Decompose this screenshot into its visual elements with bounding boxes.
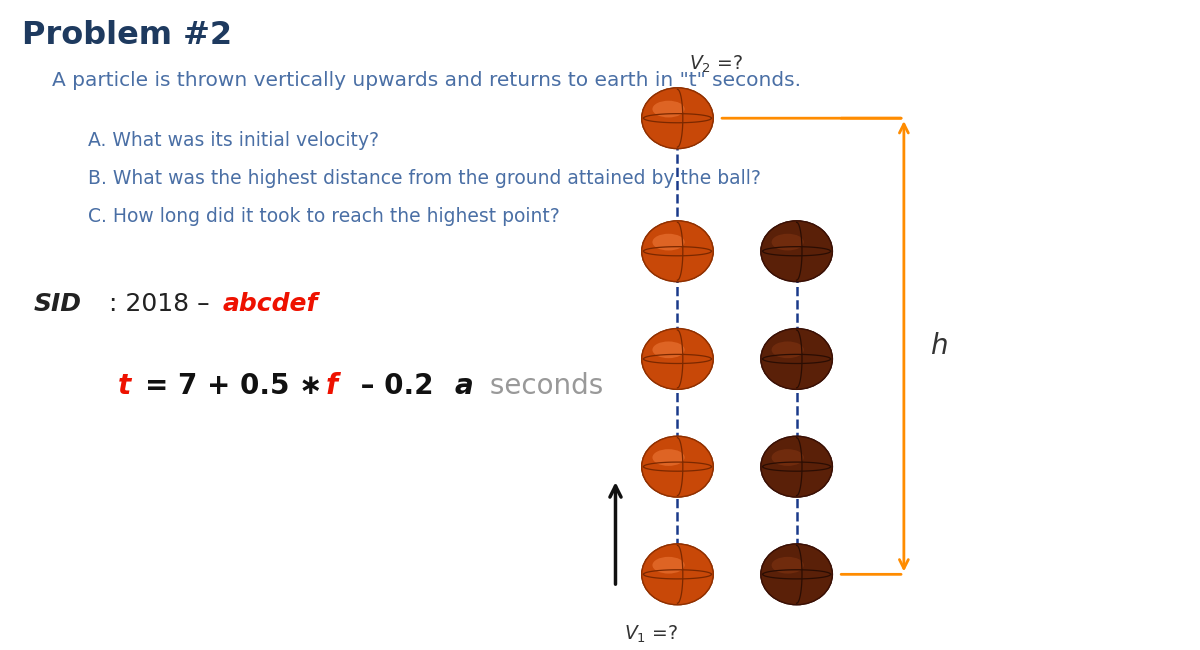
Text: A. What was its initial velocity?: A. What was its initial velocity?	[88, 131, 378, 150]
Text: SID: SID	[34, 292, 82, 317]
Ellipse shape	[761, 436, 833, 497]
Ellipse shape	[641, 543, 714, 605]
Ellipse shape	[772, 449, 804, 466]
Text: B. What was the highest distance from the ground attained by the ball?: B. What was the highest distance from th…	[88, 169, 761, 188]
Text: Problem #2: Problem #2	[22, 20, 232, 51]
Ellipse shape	[653, 234, 685, 250]
Ellipse shape	[772, 341, 804, 358]
Text: – 0.2: – 0.2	[350, 372, 433, 400]
Text: seconds: seconds	[481, 372, 604, 400]
Text: $V_1$ =?: $V_1$ =?	[624, 624, 678, 645]
Ellipse shape	[642, 328, 713, 389]
Text: A particle is thrown vertically upwards and returns to earth in "t" seconds.: A particle is thrown vertically upwards …	[52, 71, 800, 90]
Text: a: a	[455, 372, 473, 400]
Ellipse shape	[772, 557, 804, 573]
Ellipse shape	[653, 557, 685, 573]
Text: $V_2$ =?: $V_2$ =?	[689, 54, 744, 75]
Ellipse shape	[641, 436, 714, 498]
Ellipse shape	[642, 544, 713, 604]
Text: = 7 + 0.5 ∗: = 7 + 0.5 ∗	[145, 372, 331, 400]
Ellipse shape	[760, 436, 833, 498]
Ellipse shape	[642, 436, 713, 497]
Ellipse shape	[653, 101, 685, 118]
Ellipse shape	[761, 328, 833, 389]
Text: : 2018 –: : 2018 –	[109, 292, 217, 317]
Ellipse shape	[772, 234, 804, 250]
Text: abcdef: abcdef	[222, 292, 318, 317]
Text: h: h	[930, 332, 948, 360]
Ellipse shape	[641, 220, 714, 282]
Ellipse shape	[641, 87, 714, 150]
Ellipse shape	[653, 341, 685, 358]
Ellipse shape	[760, 328, 833, 390]
Ellipse shape	[653, 449, 685, 466]
Ellipse shape	[760, 220, 833, 282]
Ellipse shape	[642, 221, 713, 281]
Text: t: t	[118, 372, 131, 400]
Ellipse shape	[760, 543, 833, 605]
Text: f: f	[326, 372, 338, 400]
Ellipse shape	[641, 328, 714, 390]
Ellipse shape	[761, 544, 833, 604]
Ellipse shape	[761, 221, 833, 281]
Text: C. How long did it took to reach the highest point?: C. How long did it took to reach the hig…	[88, 207, 559, 226]
Ellipse shape	[642, 88, 713, 149]
